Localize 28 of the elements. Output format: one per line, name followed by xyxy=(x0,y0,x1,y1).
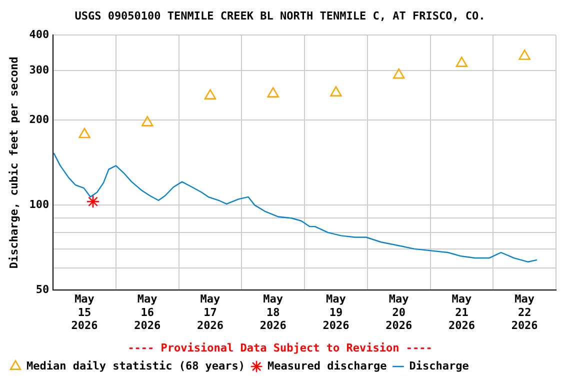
x-tick-label: May 15 2026 xyxy=(71,292,98,332)
x-tick-label: May 19 2026 xyxy=(322,292,350,332)
point xyxy=(518,50,530,60)
point xyxy=(392,68,405,79)
y-tick-label: 50 xyxy=(36,283,50,296)
point xyxy=(267,87,279,98)
x-tick-label: May 17 2026 xyxy=(196,292,224,332)
y-axis-title: Discharge, cubic feet per second xyxy=(7,56,20,269)
point xyxy=(204,89,216,100)
legend-label: Median daily statistic (68 years) xyxy=(26,359,246,372)
point xyxy=(456,56,468,67)
chart-title: USGS 09050100 TENMILE CREEK BL NORTH TENMILE C, AT FRISCO, CO. xyxy=(74,9,486,22)
point xyxy=(330,86,342,96)
point xyxy=(142,116,154,126)
x-tick-label: May 18 2026 xyxy=(260,292,287,332)
y-tick-label: 300 xyxy=(29,63,50,76)
legend-label: Measured discharge xyxy=(268,359,388,372)
y-tick-label: 200 xyxy=(29,113,50,126)
legend-label: Discharge xyxy=(409,359,470,372)
point xyxy=(86,194,100,208)
y-tick-label: 400 xyxy=(29,28,50,42)
x-tick-label: May 16 2026 xyxy=(134,292,161,332)
x-tick-label: May 22 2026 xyxy=(511,292,538,332)
y-tick-label: 100 xyxy=(29,198,50,212)
x-tick-label: May 20 2026 xyxy=(386,292,412,332)
text: ---- Provisional Data Subject to Revision ---- xyxy=(128,341,432,354)
x-tick-label: May 21 2026 xyxy=(448,292,476,332)
point xyxy=(78,128,90,138)
